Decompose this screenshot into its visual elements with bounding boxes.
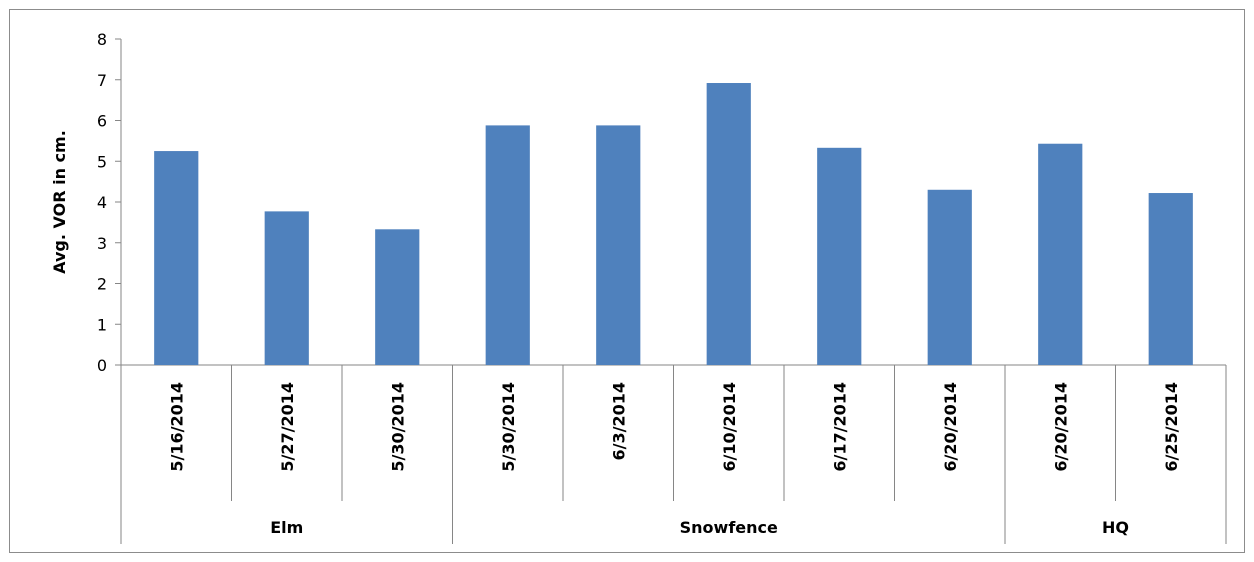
bar-chart: 0 1 2 3 4 5 6 7 8 Avg. VOR in cm. 5/16/2014 5/27/20… — [50, 30, 1227, 544]
bar — [927, 189, 972, 365]
bar — [1148, 193, 1193, 365]
bar — [1038, 143, 1083, 365]
x-group-label: Snowfence — [680, 518, 778, 537]
bar — [485, 125, 530, 365]
x-category-label: 6/3/2014 — [609, 382, 628, 460]
bar — [264, 211, 309, 365]
y-axis-title: Avg. VOR in cm. — [50, 130, 69, 274]
y-tick-label: 0 — [97, 356, 107, 375]
bar — [596, 125, 641, 365]
x-category-label: 5/30/2014 — [499, 382, 518, 472]
y-tick-label: 4 — [97, 193, 107, 212]
y-tick-label: 8 — [97, 30, 107, 49]
bar — [375, 229, 420, 365]
bar — [706, 83, 751, 365]
x-group-label: HQ — [1102, 518, 1129, 537]
y-tick-label: 3 — [97, 234, 107, 253]
x-category-label: 6/20/2014 — [941, 382, 960, 472]
x-category-label: 6/25/2014 — [1162, 382, 1181, 472]
x-group-label: Elm — [270, 518, 303, 537]
y-tick-label: 7 — [97, 71, 107, 90]
x-category-label: 5/27/2014 — [278, 382, 297, 472]
y-tick-label: 1 — [97, 315, 107, 334]
x-category-label: 5/30/2014 — [388, 382, 407, 472]
chart-frame: 0 1 2 3 4 5 6 7 8 Avg. VOR in cm. 5/16/2014 5/27/20… — [9, 9, 1245, 553]
x-category-label: 6/20/2014 — [1051, 382, 1070, 472]
x-category-label: 5/16/2014 — [167, 382, 186, 472]
x-category-label: 6/17/2014 — [830, 382, 849, 472]
bar — [817, 147, 862, 365]
y-tick-label: 2 — [97, 275, 107, 294]
y-tick-label: 6 — [97, 112, 107, 131]
bar — [154, 151, 199, 365]
x-category-label: 6/10/2014 — [720, 382, 739, 472]
y-tick-label: 5 — [97, 152, 107, 171]
